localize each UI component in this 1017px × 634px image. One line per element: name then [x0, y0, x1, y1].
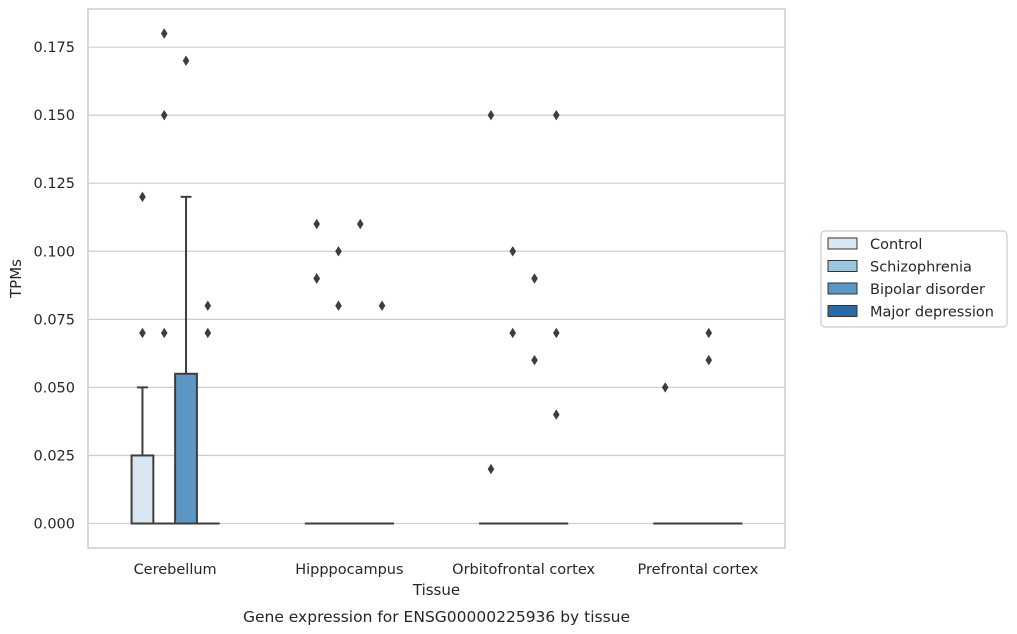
outlier-point: [139, 327, 146, 339]
outlier-point: [313, 273, 321, 284]
x-axis-ticks: Cerebellum Hipppocampus Orbitofrontal cort…: [134, 562, 759, 578]
y-tick-label: 0.125: [33, 176, 75, 192]
outlier-point: [509, 327, 517, 339]
legend-swatch: [827, 282, 858, 295]
outlier-point: [705, 327, 713, 339]
box-bipolar-disorder: [174, 372, 198, 525]
legend-frame: [820, 230, 1008, 328]
x-tick-label: Cerebellum: [134, 562, 217, 578]
outlier-point: [552, 409, 560, 420]
y-axis-ticks: 0.000 0.025 0.050 0.075 0.100 0.125 0.150 0.175: [33, 40, 75, 532]
outlier-point: [531, 354, 538, 366]
legend-swatch: [827, 237, 858, 250]
outlier-point: [139, 191, 146, 203]
outlier-point: [509, 246, 517, 257]
x-tick-label: Hipppocampus: [295, 562, 403, 578]
outlier-point: [313, 218, 321, 230]
y-tick-label: 0.175: [33, 40, 75, 56]
gridlines: [88, 46, 785, 525]
plot-area-frame: [87, 8, 786, 549]
legend-swatch: [827, 305, 858, 317]
y-axis-label: TPMs: [7, 259, 25, 299]
outlier-point: [204, 327, 212, 339]
boxes-layer: [130, 195, 743, 525]
outlier-point: [487, 463, 495, 475]
outlier-point: [531, 273, 538, 284]
outliers-layer: [139, 28, 713, 475]
outlier-point: [705, 354, 713, 366]
y-tick-label: 0.100: [33, 244, 75, 260]
y-tick-label: 0.050: [33, 380, 75, 396]
figure-caption: Gene expression for ENSG00000225936 by t…: [243, 608, 630, 626]
x-axis-label: Tissue: [412, 581, 460, 599]
outlier-point: [182, 55, 190, 66]
outlier-point: [487, 109, 495, 121]
outlier-point: [552, 109, 560, 121]
y-tick-label: 0.000: [33, 517, 75, 533]
y-tick-label: 0.075: [33, 312, 75, 328]
legend: Control Schizophrenia Bipolar disorder Majo…: [820, 230, 1008, 328]
y-tick-label: 0.025: [33, 448, 75, 464]
outlier-point: [552, 327, 560, 339]
legend-label: Schizophrenia: [870, 260, 972, 276]
outlier-point: [335, 300, 342, 311]
outlier-point: [661, 382, 669, 393]
outlier-point: [356, 218, 364, 230]
legend-swatch: [827, 260, 858, 272]
outlier-point: [378, 300, 386, 311]
legend-label: Control: [870, 237, 922, 253]
box-control: [130, 454, 155, 525]
x-tick-label: Prefrontal cortex: [637, 562, 758, 578]
x-tick-label: Orbitofrontal cortex: [452, 562, 595, 578]
legend-label: Bipolar disorder: [870, 282, 985, 298]
outlier-point: [204, 300, 212, 311]
legend-label: Major depression: [870, 305, 994, 321]
outlier-point: [160, 109, 168, 121]
y-tick-label: 0.150: [33, 108, 75, 124]
outlier-point: [160, 327, 168, 339]
outlier-point: [335, 246, 342, 257]
outlier-point: [160, 28, 168, 39]
